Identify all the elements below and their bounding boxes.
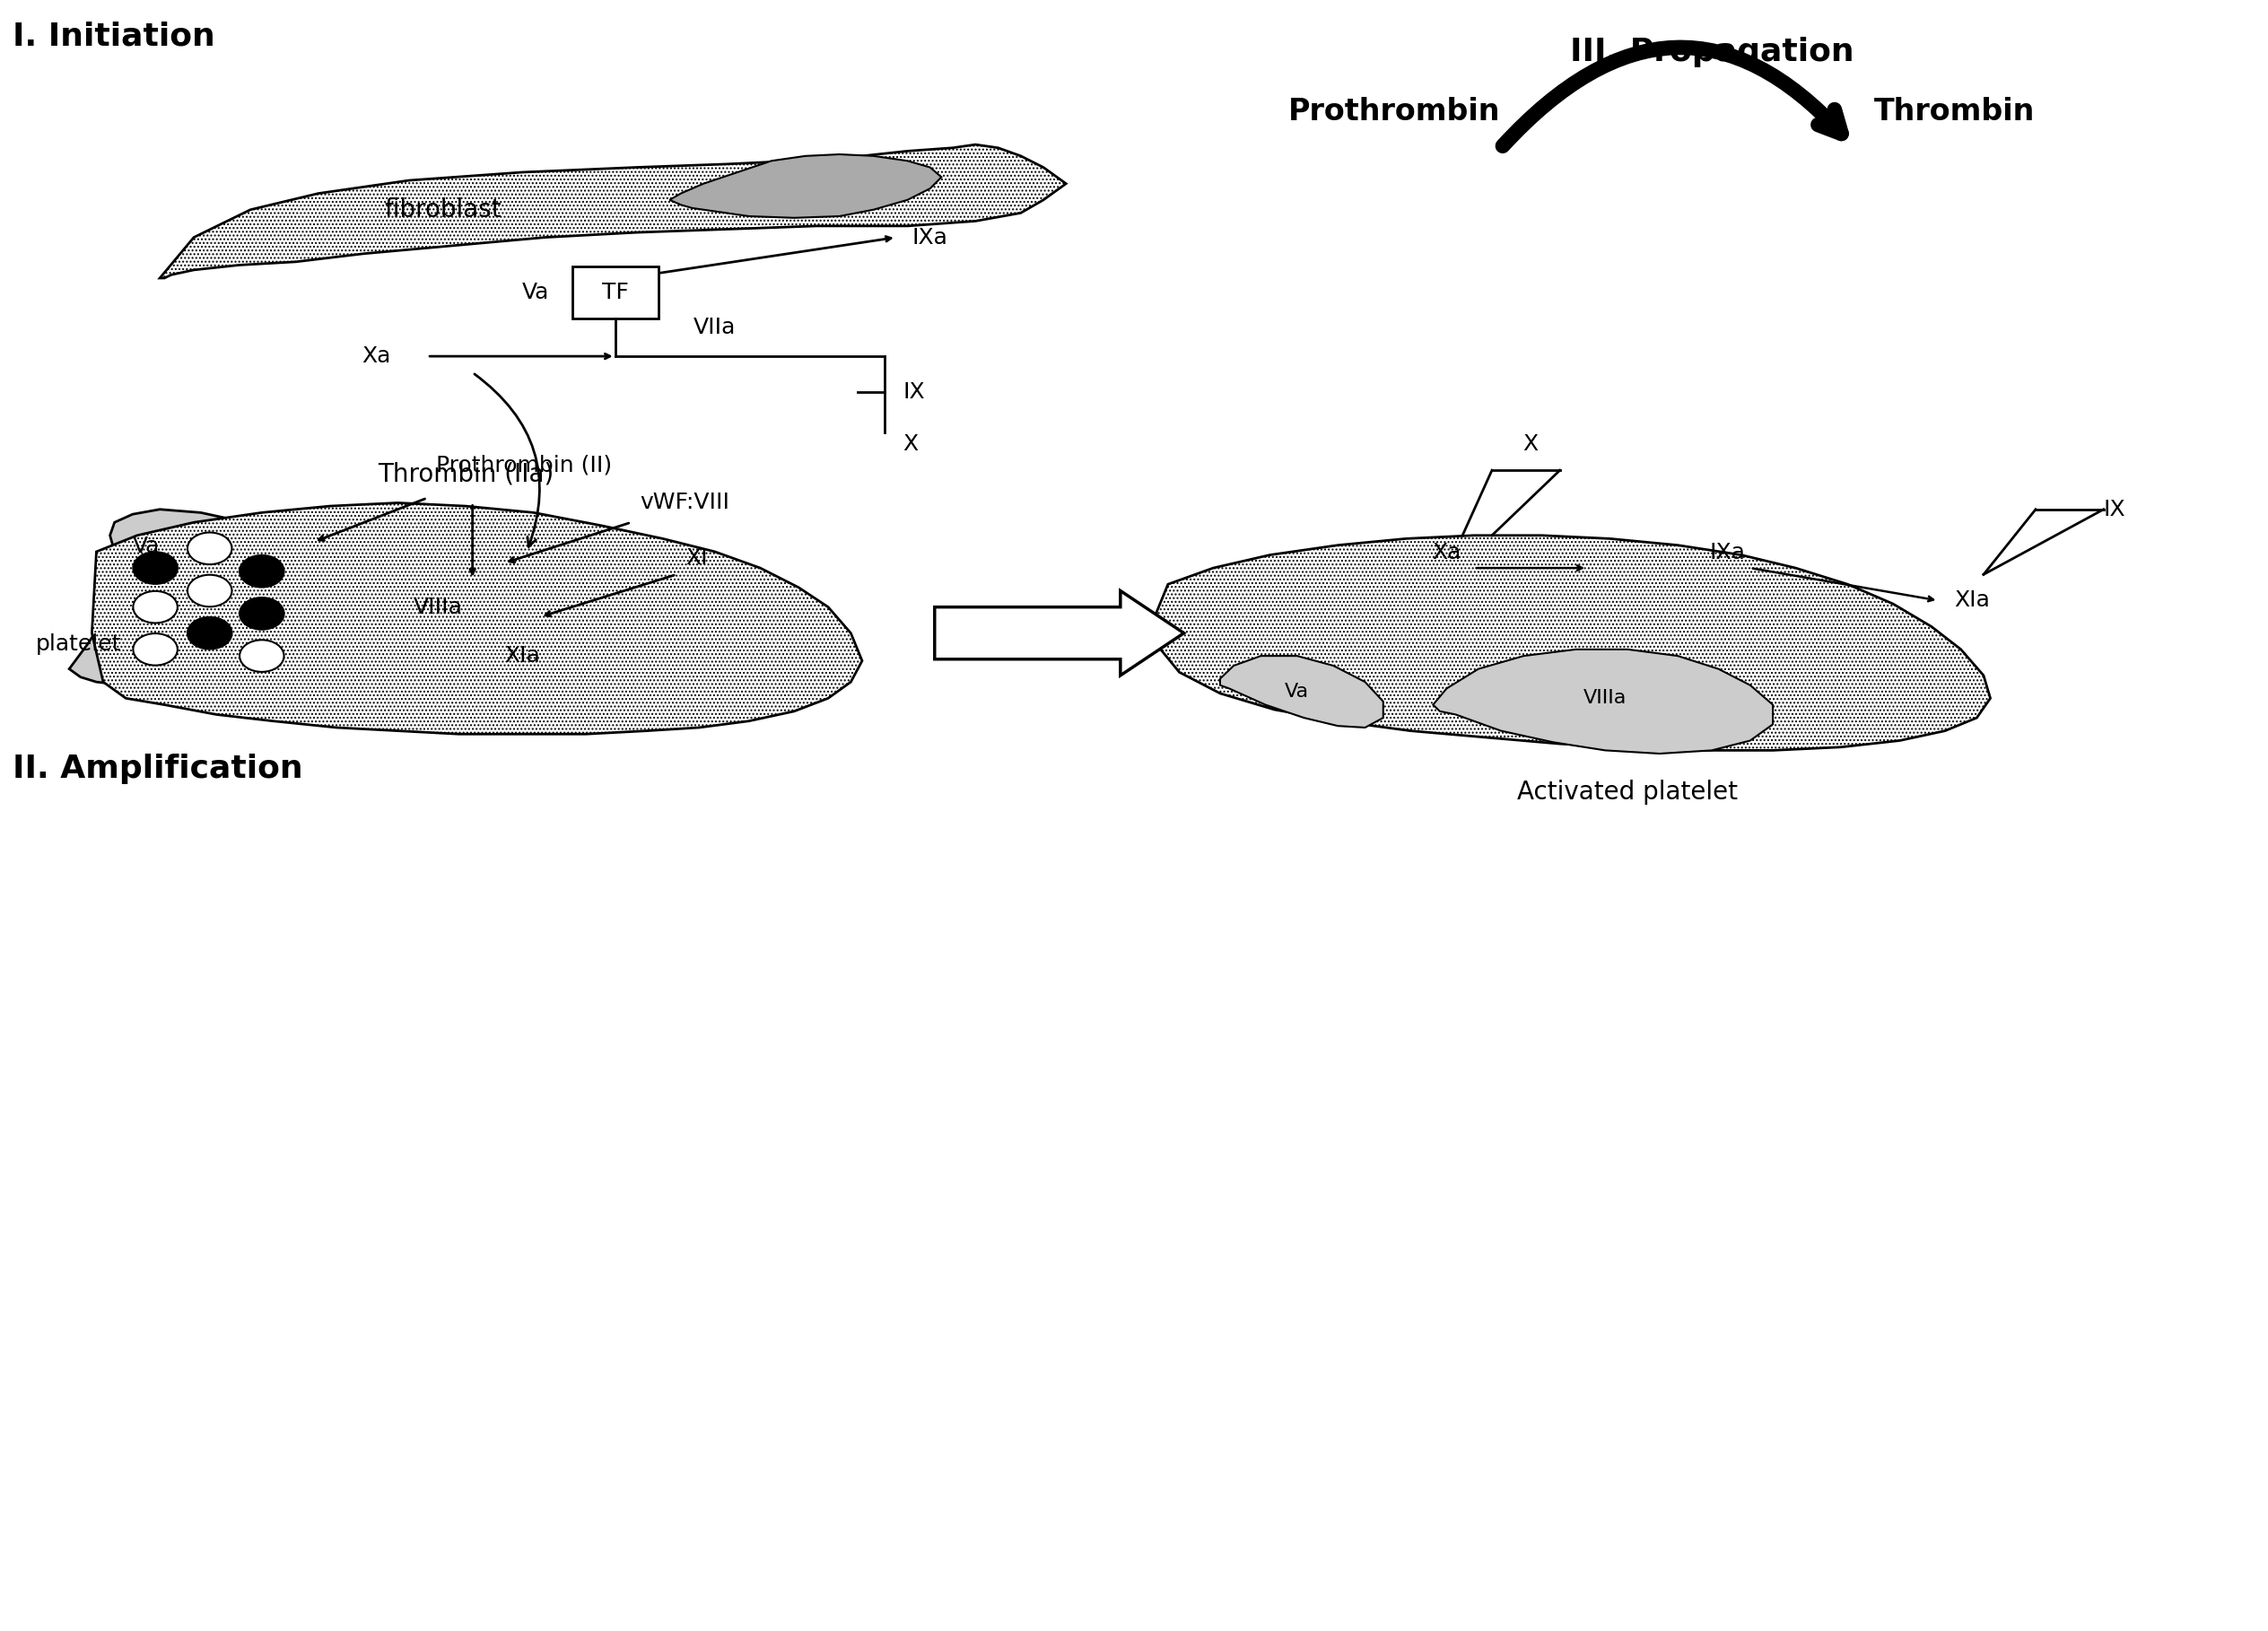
Circle shape xyxy=(134,551,177,584)
Circle shape xyxy=(240,597,284,630)
Circle shape xyxy=(134,633,177,665)
Circle shape xyxy=(188,532,231,564)
Text: I. Initiation: I. Initiation xyxy=(14,21,215,51)
Circle shape xyxy=(240,555,284,587)
Text: XIa: XIa xyxy=(1955,590,1989,612)
Polygon shape xyxy=(70,509,367,685)
Text: VIIIa: VIIIa xyxy=(1583,690,1626,708)
Circle shape xyxy=(240,639,284,672)
Text: vWF:VIII: vWF:VIII xyxy=(640,493,730,514)
Text: IX: IX xyxy=(2105,499,2125,520)
Circle shape xyxy=(188,574,231,607)
Text: X: X xyxy=(1522,434,1538,455)
Text: Thrombin: Thrombin xyxy=(1873,98,2034,127)
Text: IX: IX xyxy=(903,382,925,403)
Circle shape xyxy=(134,590,177,623)
Text: Prothrombin (II): Prothrombin (II) xyxy=(435,455,612,476)
Text: Activated platelet: Activated platelet xyxy=(1517,780,1737,804)
Polygon shape xyxy=(93,502,862,734)
Text: Prothrombin: Prothrombin xyxy=(1288,98,1501,127)
Text: TF: TF xyxy=(601,282,628,303)
Text: fibroblast: fibroblast xyxy=(383,197,501,222)
Text: Xa: Xa xyxy=(363,346,390,367)
Text: Va: Va xyxy=(1286,683,1309,701)
FancyBboxPatch shape xyxy=(572,267,658,318)
Text: XIa: XIa xyxy=(503,646,540,667)
Polygon shape xyxy=(1157,535,1991,750)
FancyArrowPatch shape xyxy=(1504,47,1842,145)
Polygon shape xyxy=(1220,656,1383,727)
Text: Va: Va xyxy=(132,537,161,558)
FancyArrowPatch shape xyxy=(474,373,540,546)
Text: IXa: IXa xyxy=(1710,541,1746,563)
Text: VIIa: VIIa xyxy=(694,316,737,338)
Polygon shape xyxy=(159,145,1066,279)
Text: platelet: platelet xyxy=(36,634,120,656)
Text: Xa: Xa xyxy=(1431,541,1461,563)
Text: X: X xyxy=(903,434,919,455)
Text: XI: XI xyxy=(685,548,708,569)
Text: Va: Va xyxy=(522,282,549,303)
Text: III. Propagation: III. Propagation xyxy=(1569,38,1853,67)
Polygon shape xyxy=(1433,649,1774,754)
Text: Thrombin (IIa): Thrombin (IIa) xyxy=(379,462,553,486)
Text: VIIIa: VIIIa xyxy=(413,597,463,618)
Text: II. Amplification: II. Amplification xyxy=(14,754,304,785)
FancyArrow shape xyxy=(934,590,1184,675)
Circle shape xyxy=(188,617,231,649)
Polygon shape xyxy=(669,155,941,219)
Text: IXa: IXa xyxy=(912,227,948,248)
